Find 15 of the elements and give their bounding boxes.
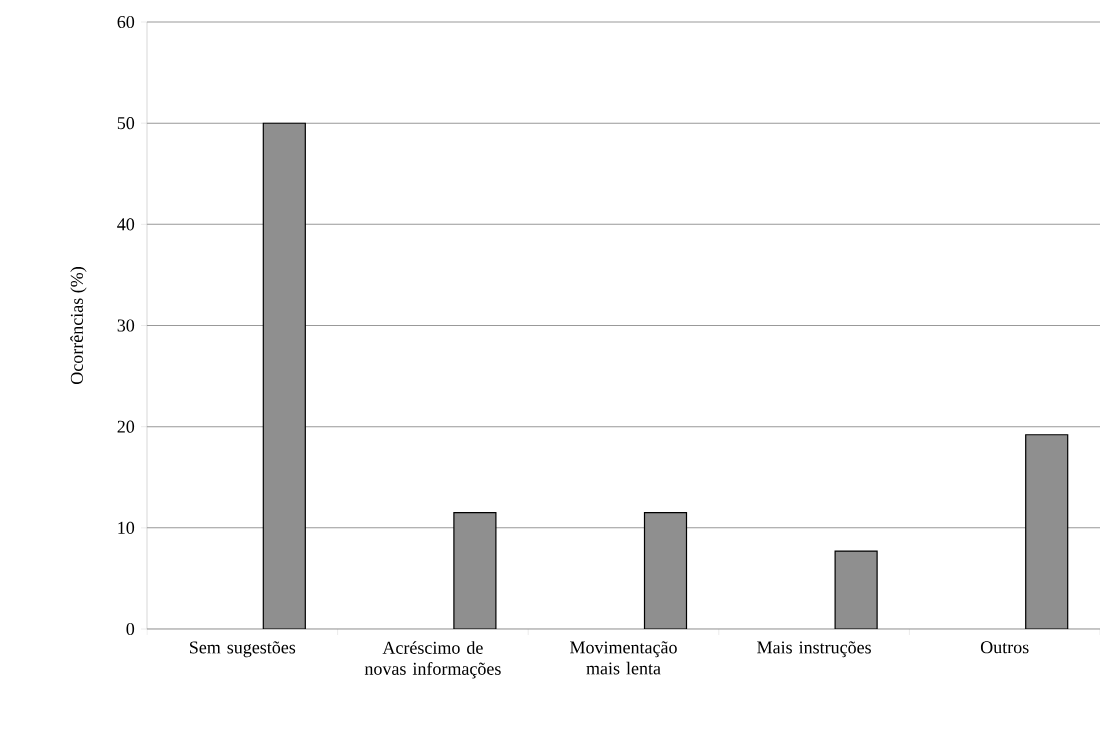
y-tick-label: 40 <box>117 218 135 231</box>
y-tick-label: 20 <box>117 420 135 433</box>
x-tick-label: Sem sugestões <box>190 641 296 658</box>
bar <box>834 550 878 629</box>
y-tick-label: 60 <box>117 15 135 29</box>
x-tick-label: Mais instruções <box>757 641 871 658</box>
y-tick-label: 10 <box>118 521 135 534</box>
x-tick-label: Outros <box>980 641 1029 654</box>
x-tick-label: Acréscimo de novas informações <box>364 641 501 679</box>
y-axis-title: Ocorrências (%) <box>70 267 87 384</box>
y-tick-label: 50 <box>117 117 135 130</box>
bar <box>453 512 497 629</box>
x-tick-label: Movimentação mais lenta <box>570 641 677 675</box>
y-tick-label: 0 <box>126 622 135 636</box>
y-tick-label: 30 <box>117 319 135 332</box>
